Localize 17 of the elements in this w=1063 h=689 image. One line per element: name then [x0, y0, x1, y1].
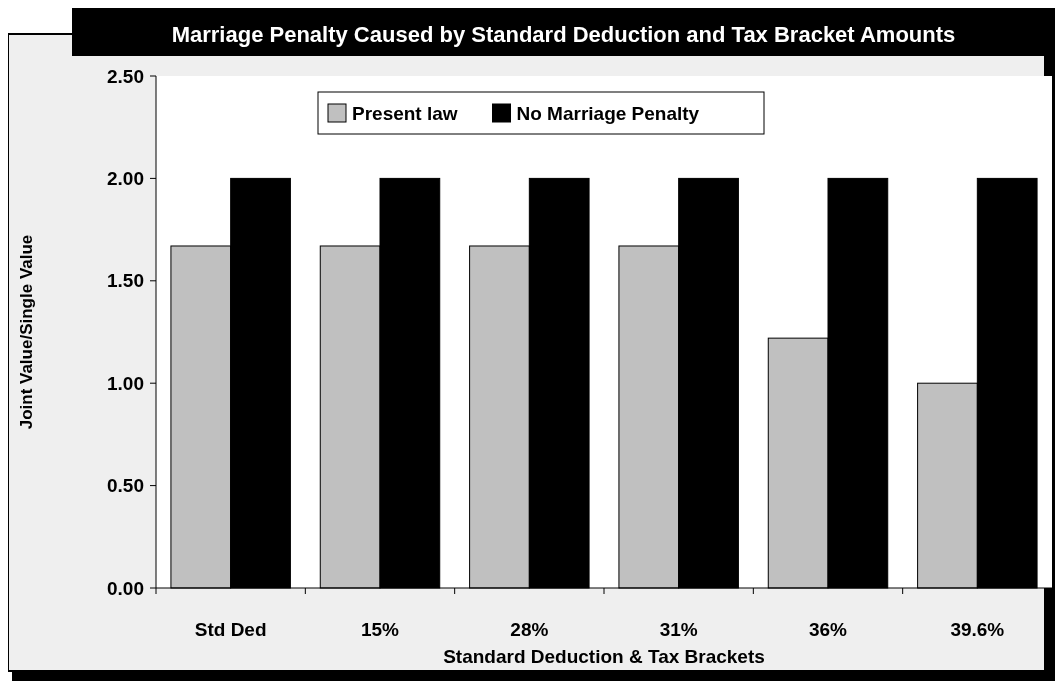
y-tick-label: 0.00: [107, 577, 144, 599]
y-tick-label: 1.50: [107, 270, 144, 292]
y-tick-label: 2.50: [107, 65, 144, 87]
y-tick-label: 2.00: [107, 168, 144, 190]
y-tick-label: 0.50: [107, 475, 144, 497]
x-tick-label: 39.6%: [950, 619, 1005, 640]
x-tick-label: 15%: [360, 619, 400, 640]
x-tick-label: 31%: [659, 619, 698, 640]
y-axis-title: Joint Value/Single Value: [17, 234, 36, 430]
x-tick-label: Std Ded: [194, 619, 267, 640]
y-tick-label: 1.00: [107, 372, 144, 394]
x-tick-label: 28%: [510, 619, 549, 640]
legend-label: No Marriage Penalty: [516, 103, 700, 124]
x-tick-label: 36%: [808, 619, 848, 640]
legend-label: Present law: [352, 103, 458, 124]
x-axis-title: Standard Deduction & Tax Brackets: [443, 646, 765, 667]
chart-title: Marriage Penalty Caused by Standard Deduction and Tax Bracket Amounts: [171, 22, 956, 47]
